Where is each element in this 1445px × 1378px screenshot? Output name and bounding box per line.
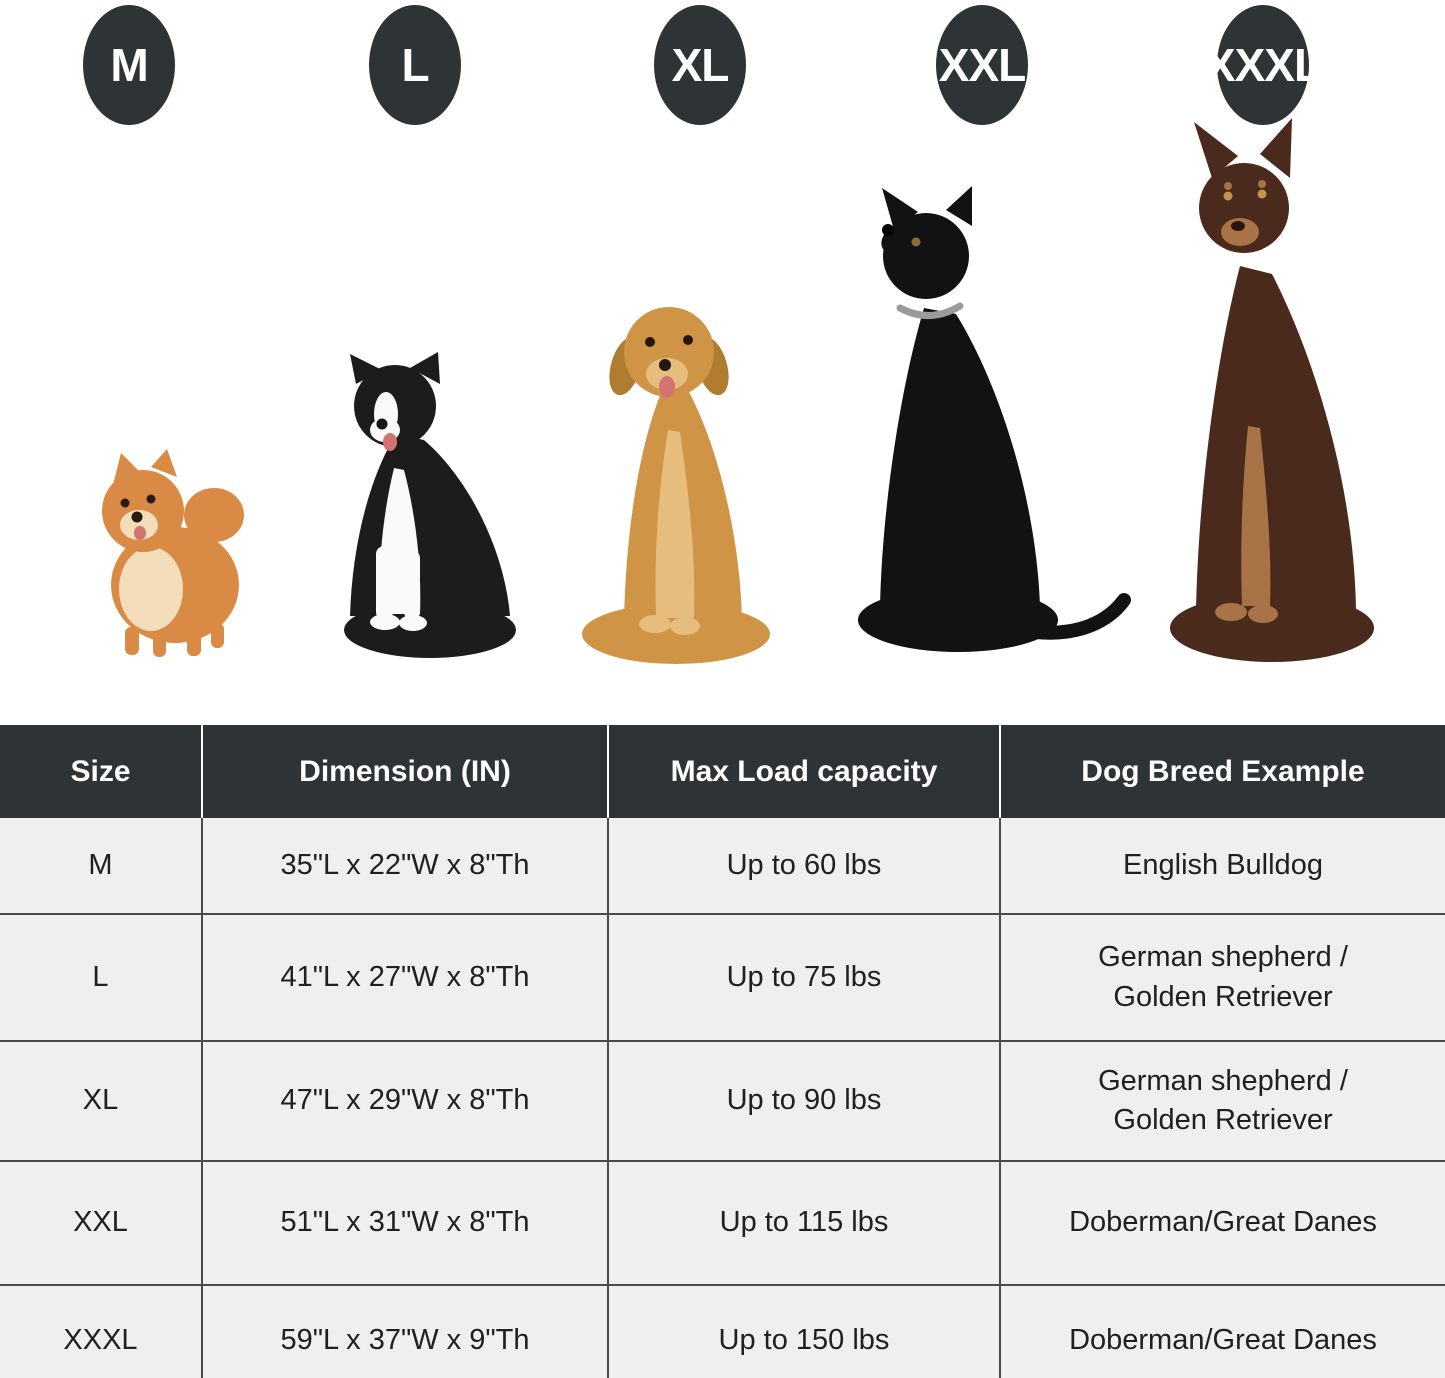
breed-text: German shepherd / Golden Retriever [1098, 1064, 1348, 1136]
badge-label: XXL [939, 39, 1025, 91]
size-badge-m: M [83, 5, 175, 125]
dane-body [858, 186, 1131, 652]
cell-capacity: Up to 90 lbs [607, 1040, 1000, 1161]
column-header-dimension: Dimension (IN) [201, 725, 608, 818]
dog-photo-doberman [1170, 118, 1374, 662]
cell-breed: Doberman/Great Danes [999, 1160, 1445, 1285]
eye [120, 498, 130, 508]
pomeranian-chest [119, 547, 183, 631]
golden-chest [639, 358, 700, 635]
badge-label: XL [672, 39, 729, 91]
pomeranian-face [120, 510, 158, 540]
size-badge-l: L [369, 5, 461, 125]
size-badge-xxl: XXL [936, 5, 1028, 125]
breed-text: German shepherd / Golden Retriever [1098, 941, 1348, 1013]
collie-markings [370, 392, 427, 631]
eye [1257, 189, 1267, 199]
doberman-body [1170, 118, 1374, 662]
cell-breed: Doberman/Great Danes [999, 1284, 1445, 1378]
tongue [659, 376, 675, 398]
cell-capacity: Up to 60 lbs [607, 818, 1000, 914]
cell-size: L [0, 913, 202, 1041]
size-spec-table: Size Dimension (IN) Max Load capacity Do… [0, 725, 1445, 1378]
cell-dimension: 51"L x 31"W x 8"Th [201, 1160, 608, 1285]
tongue [383, 433, 397, 451]
cell-capacity: Up to 115 lbs [607, 1160, 1000, 1285]
eye [1223, 191, 1233, 201]
eye [683, 335, 693, 345]
cell-dimension: 59"L x 37"W x 9"Th [201, 1284, 608, 1378]
cell-size: XXL [0, 1160, 202, 1285]
cell-dimension: 41"L x 27"W x 8"Th [201, 913, 608, 1041]
doberman-tan-markings [1215, 180, 1278, 623]
column-header-breed: Dog Breed Example [999, 725, 1445, 818]
cell-breed: English Bulldog [999, 818, 1445, 914]
cell-size: XXXL [0, 1284, 202, 1378]
table-row-xl: XL 47"L x 29"W x 8"Th Up to 90 lbs Germa… [0, 1040, 1445, 1161]
nose [131, 511, 143, 523]
dane-chain-collar [896, 302, 964, 320]
cell-capacity: Up to 75 lbs [607, 913, 1000, 1041]
table-row-l: L 41"L x 27"W x 8"Th Up to 75 lbs German… [0, 913, 1445, 1041]
dog-photo-golden-retriever [582, 307, 770, 664]
cell-breed: German shepherd / Golden Retriever [999, 1040, 1445, 1161]
table-row-m: M 35"L x 22"W x 8"Th Up to 60 lbs Englis… [0, 818, 1445, 914]
badge-circle [654, 5, 746, 125]
dog-photo-great-dane [858, 186, 1131, 652]
cell-dimension: 35"L x 22"W x 8"Th [201, 818, 608, 914]
cell-breed: German shepherd / Golden Retriever [999, 913, 1445, 1041]
badge-circle [83, 5, 175, 125]
badge-label: L [401, 39, 428, 91]
column-header-size: Size [0, 725, 202, 818]
size-badge-xxxl: XXXL [1205, 5, 1322, 125]
cell-size: XL [0, 1040, 202, 1161]
cell-size: M [0, 818, 202, 914]
table-row-xxxl: XXXL 59"L x 37"W x 9"Th Up to 150 lbs Do… [0, 1284, 1445, 1378]
nose [1231, 221, 1245, 231]
collie-body [344, 352, 516, 658]
table-header-row: Size Dimension (IN) Max Load capacity Do… [0, 725, 1445, 818]
nose [882, 224, 894, 236]
badge-label: XXXL [1205, 39, 1321, 91]
eye [146, 494, 156, 504]
badge-circle [1217, 5, 1309, 125]
eye [645, 337, 655, 347]
table-row-xxl: XXL 51"L x 31"W x 8"Th Up to 115 lbs Dob… [0, 1160, 1445, 1285]
cell-dimension: 47"L x 29"W x 8"Th [201, 1040, 608, 1161]
nose [659, 359, 671, 371]
tongue [134, 526, 146, 540]
badge-label: M [110, 39, 147, 91]
badge-circle [936, 5, 1028, 125]
eye [911, 237, 921, 247]
dog-photo-border-collie [344, 352, 516, 658]
size-badge-xl: XL [654, 5, 746, 125]
badge-circle [369, 5, 461, 125]
nose [376, 418, 388, 430]
dog-photo-pomeranian [102, 449, 244, 657]
cell-capacity: Up to 150 lbs [607, 1284, 1000, 1378]
column-header-capacity: Max Load capacity [607, 725, 1000, 818]
